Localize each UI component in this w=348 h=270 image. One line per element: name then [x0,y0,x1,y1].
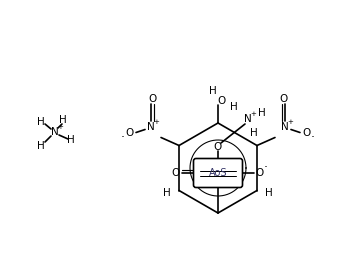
FancyBboxPatch shape [193,158,243,187]
Text: N: N [147,123,155,133]
Text: ·: · [311,131,315,144]
Text: AoS: AoS [209,168,227,178]
Text: N: N [51,127,59,137]
Text: H: H [250,128,258,138]
Text: ·: · [121,131,125,144]
Text: O: O [280,94,288,104]
Text: +: + [287,120,293,126]
Text: O: O [148,94,156,104]
Text: H: H [37,117,45,127]
Text: O: O [125,127,133,137]
Text: +: + [250,111,256,117]
Text: O: O [214,142,222,152]
Text: H: H [67,135,75,145]
Text: H: H [163,187,171,197]
Text: ·: · [264,161,268,174]
Text: N: N [281,123,289,133]
Text: N: N [244,114,252,124]
Text: +: + [57,124,63,130]
Text: O: O [172,168,180,178]
Text: O: O [303,127,311,137]
Text: H: H [230,102,238,112]
Text: H: H [59,115,67,125]
Text: H: H [258,108,266,118]
Text: +: + [153,120,159,126]
Text: O: O [217,96,225,106]
Text: H: H [265,187,273,197]
Text: H: H [209,86,217,96]
Text: O: O [256,168,264,178]
Text: H: H [37,141,45,151]
